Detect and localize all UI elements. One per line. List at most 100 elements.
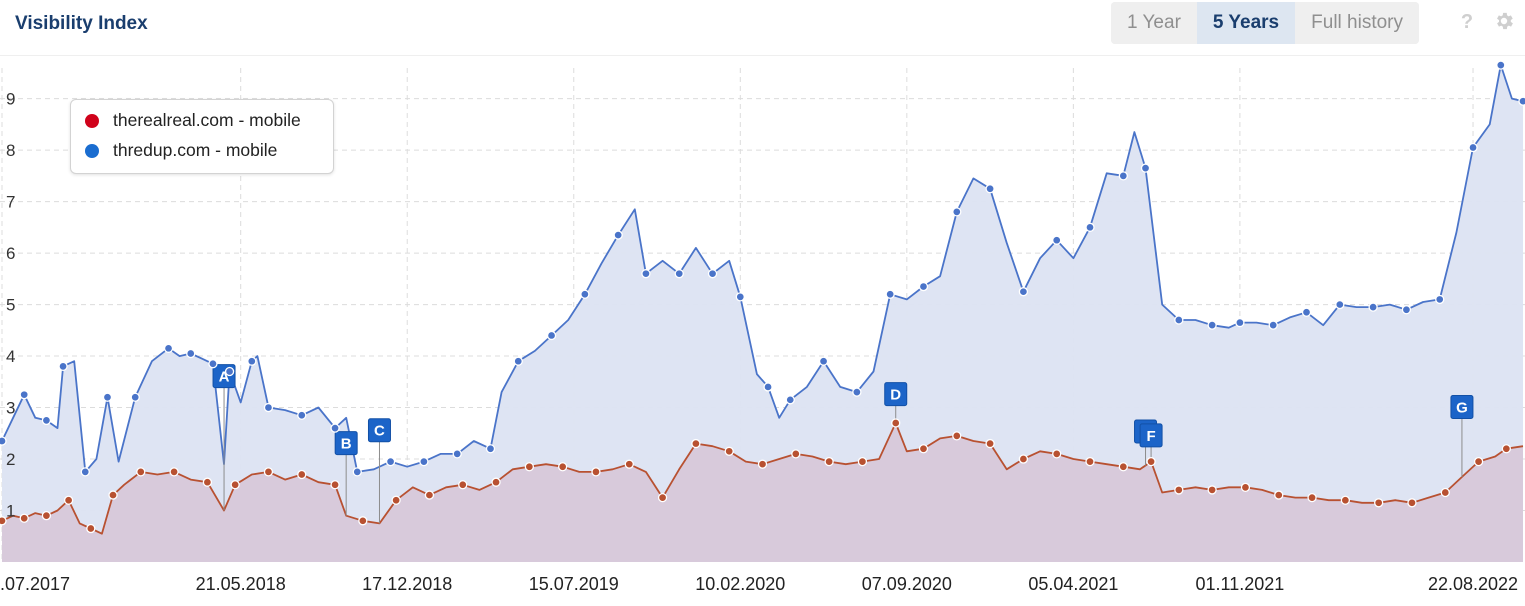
y-tick-label: 6	[6, 244, 15, 263]
data-point-therealreal	[202, 477, 213, 487]
data-point-thredup	[419, 456, 429, 467]
data-point-thredup	[735, 292, 745, 302]
data-point-therealreal	[1374, 498, 1384, 508]
data-point-thredup	[952, 207, 962, 217]
data-point-thredup	[1268, 320, 1278, 330]
data-point-therealreal	[458, 480, 468, 490]
y-tick-label: 3	[6, 399, 15, 418]
data-point-therealreal	[624, 459, 634, 469]
legend-label-therealreal: therealreal.com - mobile	[113, 110, 301, 130]
data-point-thredup	[297, 410, 307, 420]
data-point-thredup	[352, 467, 362, 477]
data-point-thredup	[513, 356, 523, 366]
data-point-therealreal	[657, 492, 668, 503]
data-point-thredup	[818, 356, 829, 366]
annotation-label: B	[341, 436, 352, 453]
data-point-therealreal	[1501, 444, 1511, 454]
data-point-therealreal	[0, 516, 7, 526]
series-line-therealreal	[1, 422, 1524, 535]
data-point-therealreal	[230, 480, 240, 490]
y-tick-label: 4	[6, 347, 15, 366]
chart-legend: therealreal.com - mobile thredup.com - m…	[70, 99, 334, 174]
data-point-therealreal	[1307, 492, 1317, 503]
annotation-badge	[367, 418, 391, 443]
legend-label-thredup: thredup.com - mobile	[113, 140, 278, 160]
data-point-thredup	[224, 366, 235, 377]
data-point-thredup	[852, 387, 862, 397]
data-point-thredup	[452, 449, 462, 459]
data-point-therealreal	[19, 513, 29, 523]
data-point-thredup	[41, 415, 52, 426]
data-point-thredup	[1435, 294, 1445, 305]
data-point-thredup	[1052, 235, 1062, 245]
x-tick-label: 21.05.2018	[196, 574, 286, 594]
data-point-thredup	[80, 467, 90, 477]
data-point-thredup	[385, 456, 396, 467]
data-point-therealreal	[1473, 456, 1484, 467]
data-point-therealreal	[952, 431, 962, 441]
data-point-thredup	[1496, 60, 1506, 70]
annotation-flag-c[interactable]: C	[367, 418, 391, 443]
data-point-therealreal	[1274, 490, 1284, 500]
x-tick-label: 05.04.2021	[1028, 574, 1118, 594]
data-point-therealreal	[491, 477, 501, 487]
annotation-flag-f[interactable]: F	[1139, 423, 1163, 448]
data-point-therealreal	[108, 490, 118, 500]
data-point-therealreal	[1174, 485, 1184, 495]
annotation-label: G	[1456, 400, 1468, 417]
data-point-thredup	[1085, 222, 1095, 232]
data-point-thredup	[102, 392, 113, 402]
data-point-therealreal	[391, 495, 401, 505]
data-point-thredup	[247, 356, 257, 366]
help-icon[interactable]: ?	[1460, 11, 1474, 33]
data-point-thredup	[330, 423, 340, 433]
annotation-flag-g[interactable]: G	[1450, 395, 1474, 420]
x-tick-label: 07.09.2020	[862, 574, 952, 594]
legend-swatch-thredup	[85, 143, 99, 158]
data-point-therealreal	[297, 469, 307, 480]
range-1-year-button[interactable]: 1 Year	[1111, 2, 1197, 44]
data-point-therealreal	[1207, 485, 1217, 495]
data-point-therealreal	[918, 444, 929, 454]
data-point-thredup	[1301, 307, 1312, 317]
annotation-label: F	[1146, 428, 1155, 445]
data-point-thredup	[1207, 320, 1217, 330]
data-point-therealreal	[857, 456, 868, 467]
data-point-therealreal	[985, 438, 995, 449]
data-point-thredup	[707, 269, 718, 279]
data-point-therealreal	[263, 467, 274, 477]
data-point-thredup	[1235, 317, 1245, 328]
y-tick-label: 8	[6, 141, 15, 160]
data-point-thredup	[263, 402, 274, 413]
data-point-therealreal	[1018, 454, 1029, 464]
annotation-flag-d[interactable]: D	[884, 382, 908, 407]
y-tick-label: 9	[6, 90, 15, 109]
y-tick-label: 5	[6, 296, 15, 315]
data-point-thredup	[785, 395, 795, 405]
data-point-thredup	[613, 230, 623, 240]
annotation-badge	[884, 382, 908, 407]
data-point-therealreal	[724, 446, 734, 456]
data-point-therealreal	[41, 511, 52, 521]
data-point-thredup	[985, 184, 995, 194]
data-point-thredup	[1174, 315, 1184, 325]
data-point-therealreal	[691, 438, 701, 449]
annotation-flag-b[interactable]: B	[334, 431, 358, 456]
legend-swatch-therealreal	[85, 113, 99, 128]
data-point-thredup	[130, 392, 140, 402]
data-point-thredup	[674, 269, 684, 279]
gear-icon[interactable]	[1492, 10, 1516, 34]
data-point-thredup	[641, 269, 651, 279]
data-point-thredup	[1468, 142, 1478, 153]
data-point-therealreal	[1085, 456, 1095, 467]
data-point-therealreal	[63, 495, 74, 505]
range-5-years-button[interactable]: 5 Years	[1196, 2, 1296, 44]
legend-item-thredup[interactable]: thredup.com - mobile	[85, 140, 277, 161]
data-point-thredup	[1401, 305, 1412, 315]
data-point-thredup	[0, 436, 7, 446]
data-point-therealreal	[558, 462, 568, 472]
data-point-therealreal	[1240, 482, 1251, 492]
legend-item-therealreal[interactable]: therealreal.com - mobile	[85, 110, 301, 131]
range-full-history-button[interactable]: Full history	[1295, 2, 1419, 44]
data-point-therealreal	[169, 467, 179, 477]
